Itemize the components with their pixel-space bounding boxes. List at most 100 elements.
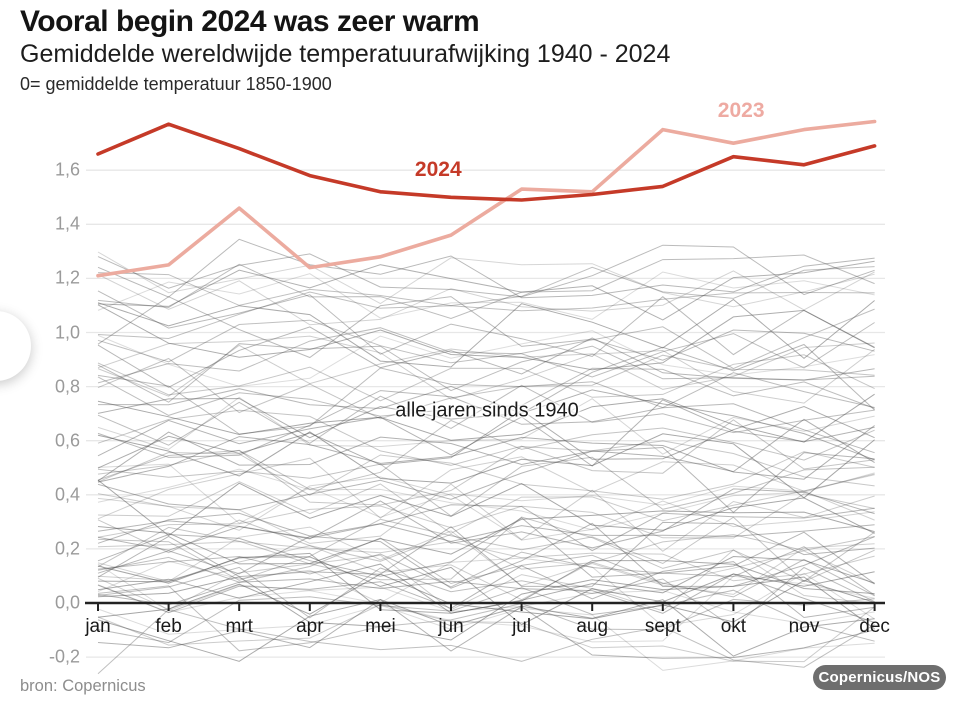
year-line — [97, 463, 875, 524]
month-label-nov: nov — [788, 616, 820, 637]
y-tick-label: 1,0 — [54, 322, 80, 342]
y-tick-label: 0,8 — [54, 376, 80, 397]
year-line — [97, 322, 875, 384]
month-label-sept: sept — [644, 616, 681, 637]
background-years-label: alle jaren sinds 1940 — [395, 399, 579, 422]
year-line — [97, 575, 875, 643]
series-label-2024: 2024 — [414, 158, 462, 182]
year-line — [97, 343, 875, 403]
y-tick-label: 0,0 — [54, 592, 80, 613]
year-line — [97, 526, 875, 595]
year-line — [97, 389, 875, 461]
year-line — [97, 254, 875, 320]
year-line — [97, 456, 875, 521]
year-line — [97, 556, 875, 626]
series-line-2023 — [96, 119, 877, 278]
year-line — [97, 343, 875, 415]
year-line — [97, 516, 875, 583]
year-line — [97, 521, 875, 587]
year-line — [97, 576, 875, 641]
year-line — [97, 330, 875, 388]
y-tick-label: 0,2 — [54, 538, 80, 559]
year-line — [97, 552, 875, 614]
year-line — [97, 585, 875, 652]
year-line — [97, 522, 875, 589]
y-tick-label: 1,2 — [54, 267, 80, 288]
year-line — [97, 520, 875, 543]
year-line — [97, 304, 875, 371]
year-line — [97, 418, 875, 482]
year-line — [97, 396, 875, 455]
year-line — [97, 296, 875, 361]
year-line — [97, 354, 875, 420]
year-line — [97, 603, 875, 663]
year-line — [97, 354, 875, 402]
year-line — [97, 493, 875, 539]
year-line — [97, 451, 875, 500]
year-line — [97, 290, 875, 358]
credit-badge: Copernicus/NOS — [813, 665, 946, 690]
year-line — [97, 587, 875, 644]
year-line — [97, 251, 875, 308]
month-label-mrt: mrt — [225, 616, 253, 637]
y-tick-label: 0,6 — [54, 430, 80, 451]
year-line — [97, 546, 875, 596]
year-line — [97, 598, 875, 659]
year-line — [97, 244, 875, 298]
year-line — [97, 563, 875, 625]
year-line — [97, 476, 875, 541]
year-line — [97, 384, 875, 446]
year-line — [97, 419, 875, 491]
year-line — [97, 479, 875, 537]
month-label-feb: feb — [155, 616, 182, 637]
year-line — [97, 517, 875, 585]
year-line — [97, 604, 875, 671]
year-line — [97, 446, 875, 514]
year-line — [97, 308, 875, 370]
month-label-jul: jul — [512, 616, 532, 637]
month-label-dec: dec — [859, 616, 890, 637]
month-label-aug: aug — [576, 616, 609, 637]
year-line — [97, 238, 875, 299]
month-label-okt: okt — [720, 616, 747, 637]
y-tick-label: 1,4 — [54, 213, 80, 234]
year-line — [97, 393, 875, 443]
year-line — [97, 326, 875, 388]
year-line — [97, 566, 875, 629]
year-line — [97, 560, 875, 614]
month-label-apr: apr — [296, 616, 324, 637]
year-line — [97, 573, 875, 623]
year-line — [97, 399, 875, 467]
source-text: bron: Copernicus — [20, 677, 146, 695]
year-line — [97, 291, 875, 340]
year-line — [97, 335, 875, 404]
year-line — [97, 405, 875, 469]
baseline-note: 0= gemiddelde temperatuur 1850-1900 — [20, 74, 332, 94]
y-tick-label: 0,4 — [54, 484, 80, 505]
year-line — [97, 473, 875, 534]
year-line — [97, 541, 875, 582]
y-tick-label: -0,2 — [48, 646, 80, 667]
year-line — [97, 260, 875, 321]
year-line — [97, 488, 875, 551]
year-line — [97, 573, 875, 623]
y-tick-label: 1,6 — [54, 159, 80, 180]
year-line — [97, 367, 875, 417]
year-line — [97, 483, 875, 552]
series-label-2023: 2023 — [717, 98, 765, 122]
month-label-mei: mei — [365, 616, 396, 637]
year-line — [97, 266, 875, 307]
year-line — [97, 270, 875, 326]
year-line — [97, 298, 875, 368]
series-line-2024 — [96, 122, 877, 202]
year-line — [97, 271, 875, 320]
month-label-jan: jan — [85, 616, 111, 637]
year-line — [97, 557, 875, 627]
year-line — [97, 545, 875, 601]
year-line — [97, 608, 875, 675]
year-line — [97, 504, 875, 552]
year-line — [97, 367, 875, 435]
year-line — [97, 516, 875, 582]
year-line — [97, 440, 875, 506]
